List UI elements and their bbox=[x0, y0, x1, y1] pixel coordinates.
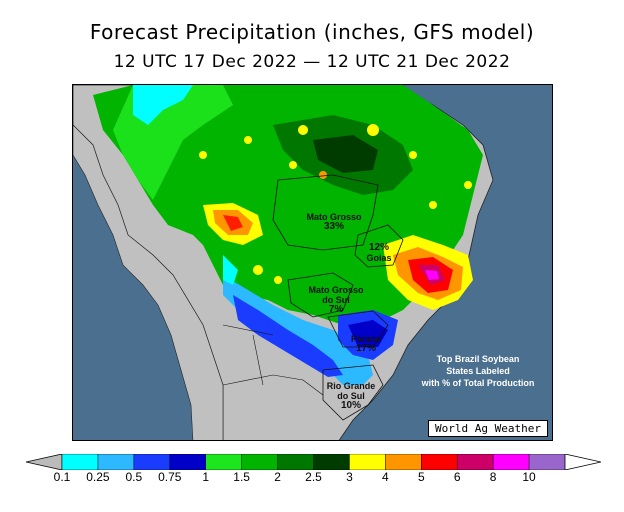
legend-swatch bbox=[385, 454, 423, 470]
state-label-parana: Parana 17% bbox=[350, 334, 382, 354]
color-legend bbox=[26, 454, 601, 470]
legend-swatch bbox=[277, 454, 315, 470]
state-label-goias: 12% Goias bbox=[366, 242, 392, 264]
legend-tick-label: 4 bbox=[382, 470, 389, 484]
credit-label: World Ag Weather bbox=[428, 420, 548, 437]
legend-swatch bbox=[97, 454, 135, 470]
state-label-mato-grosso: Mato Grosso 33% bbox=[306, 212, 362, 232]
legend-colorbar bbox=[26, 454, 601, 470]
production-note: Top Brazil Soybean States Labeled with %… bbox=[421, 354, 535, 388]
legend-tick-label: 1.5 bbox=[233, 470, 250, 484]
legend-tick-label: 0.1 bbox=[53, 470, 71, 484]
legend-tick-label: 2.5 bbox=[305, 470, 322, 484]
legend-tick-label: 10 bbox=[522, 470, 536, 484]
legend-swatch bbox=[133, 454, 171, 470]
legend-arrow-right bbox=[564, 454, 601, 470]
legend-ticks: 0.1 0.25 0.5 0.75 1 1.5 2 2.5 3 4 5 6 8 10 bbox=[0, 470, 624, 486]
legend-swatch bbox=[421, 454, 458, 470]
legend-swatch bbox=[241, 454, 279, 470]
map-title: Forecast Precipitation (inches, GFS mode… bbox=[89, 20, 535, 44]
state-label-mato-grosso-do-sul: Mato Grosso do Sul 7% bbox=[308, 285, 364, 315]
legend-tick-label: 8 bbox=[489, 470, 497, 484]
legend-tick-label: 0.5 bbox=[125, 470, 143, 484]
map-graphic bbox=[73, 85, 552, 440]
legend-tick-label: 2 bbox=[274, 470, 281, 484]
legend-swatch bbox=[456, 454, 494, 470]
legend-swatch bbox=[492, 454, 530, 470]
legend-tick-label: 5 bbox=[417, 470, 425, 484]
legend-swatch bbox=[169, 454, 207, 470]
legend-swatch bbox=[528, 454, 566, 470]
legend-swatch bbox=[205, 454, 243, 470]
legend-tick-label: 6 bbox=[453, 470, 461, 484]
legend-tick-label: 0.25 bbox=[86, 470, 110, 484]
state-label-rio-grande-do-sul: Rio Grande do Sul 10% bbox=[326, 381, 376, 411]
legend-swatch bbox=[313, 454, 351, 470]
legend-tick-label: 1 bbox=[202, 470, 210, 484]
precipitation-map: Mato Grosso 33% 12% Goias Mato Grosso do… bbox=[72, 84, 553, 441]
map-subtitle: 12 UTC 17 Dec 2022 — 12 UTC 21 Dec 2022 bbox=[113, 52, 511, 72]
legend-tick-label: 3 bbox=[346, 470, 353, 484]
legend-swatch bbox=[61, 454, 99, 470]
legend-arrow-left bbox=[26, 454, 63, 470]
legend-swatch bbox=[349, 454, 387, 470]
legend-tick-label: 0.75 bbox=[158, 470, 182, 484]
